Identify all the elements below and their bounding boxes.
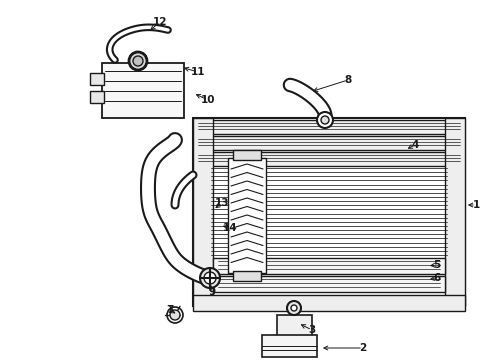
Bar bbox=[90, 73, 104, 85]
Circle shape bbox=[317, 112, 333, 128]
Text: 6: 6 bbox=[433, 273, 441, 283]
Circle shape bbox=[287, 301, 301, 315]
Text: 4: 4 bbox=[411, 140, 418, 150]
Bar bbox=[195, 120, 463, 134]
Bar bbox=[213, 258, 445, 274]
Text: 12: 12 bbox=[153, 17, 167, 27]
Text: 14: 14 bbox=[222, 223, 237, 233]
Bar bbox=[228, 158, 266, 273]
Text: 10: 10 bbox=[201, 95, 215, 105]
Bar bbox=[90, 91, 104, 103]
Circle shape bbox=[321, 116, 329, 124]
Bar bbox=[277, 315, 312, 345]
Bar bbox=[193, 118, 465, 306]
Bar bbox=[195, 136, 463, 150]
Circle shape bbox=[129, 52, 147, 70]
Circle shape bbox=[291, 305, 297, 311]
Text: 5: 5 bbox=[433, 260, 441, 270]
Bar bbox=[213, 276, 445, 292]
Circle shape bbox=[200, 268, 220, 288]
Text: 7: 7 bbox=[166, 305, 173, 315]
Bar bbox=[193, 295, 465, 311]
Bar bbox=[193, 118, 213, 306]
Bar bbox=[233, 271, 261, 281]
Circle shape bbox=[170, 310, 180, 320]
Circle shape bbox=[133, 56, 143, 66]
Bar bbox=[262, 335, 317, 357]
Circle shape bbox=[204, 272, 216, 284]
Bar bbox=[233, 150, 261, 160]
Text: 11: 11 bbox=[191, 67, 205, 77]
Text: 13: 13 bbox=[215, 198, 229, 208]
Bar bbox=[102, 63, 184, 118]
Text: 9: 9 bbox=[208, 287, 216, 297]
Bar bbox=[445, 118, 465, 306]
Bar bbox=[195, 152, 463, 166]
Text: 8: 8 bbox=[344, 75, 352, 85]
Circle shape bbox=[167, 307, 183, 323]
Text: 1: 1 bbox=[472, 200, 480, 210]
Text: 2: 2 bbox=[359, 343, 367, 353]
Text: 3: 3 bbox=[308, 325, 316, 335]
